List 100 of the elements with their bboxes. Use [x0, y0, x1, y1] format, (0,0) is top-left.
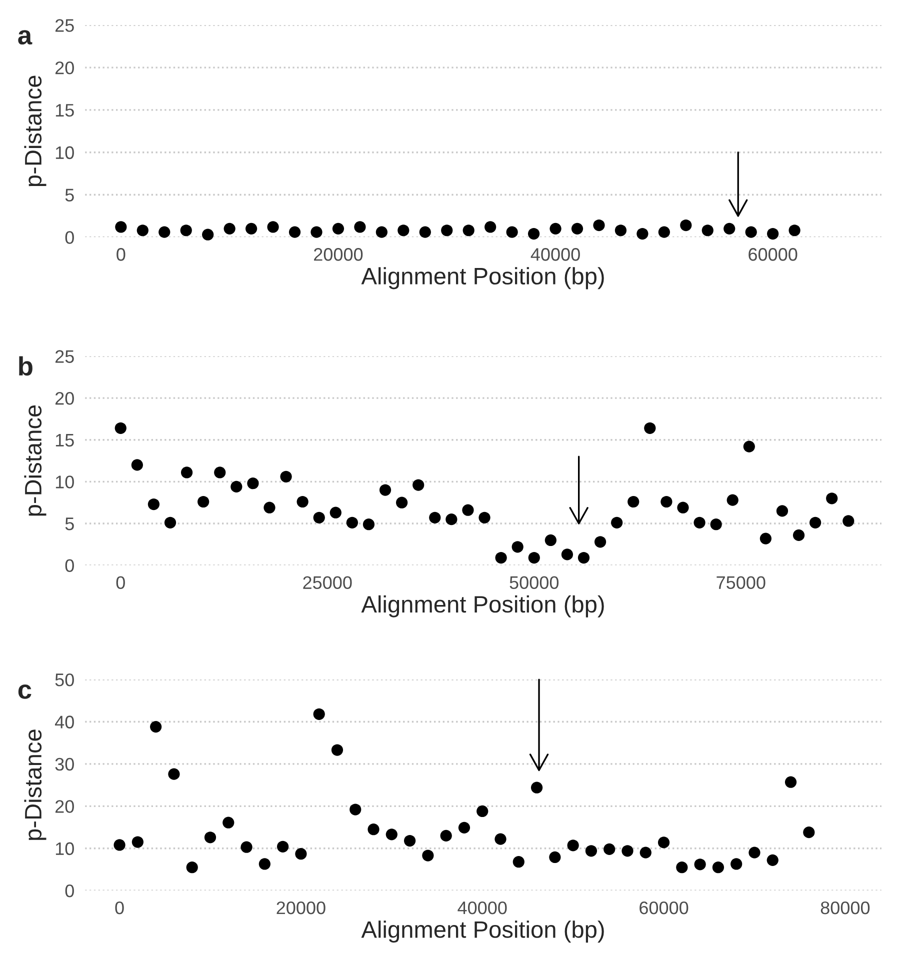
x-tick-label: 20000	[276, 901, 326, 914]
x-axis-title: Alignment Position (bp)	[361, 267, 604, 290]
point	[164, 516, 176, 528]
y-tick-label: 0	[65, 884, 74, 898]
y-tick-label: 25	[55, 19, 74, 32]
y-tick-label: 15	[56, 434, 74, 447]
y-tick-label: 40	[54, 716, 74, 728]
x-tick-label: 60000	[748, 248, 798, 261]
point	[644, 422, 656, 434]
point	[826, 492, 838, 504]
point	[478, 512, 490, 524]
y-tick-label: 25	[55, 350, 74, 363]
y-tick-label: 0	[65, 559, 74, 572]
point	[148, 498, 160, 510]
point	[247, 478, 259, 490]
point	[730, 858, 742, 870]
point	[295, 848, 307, 860]
point	[258, 858, 270, 870]
point	[115, 221, 127, 233]
point	[362, 518, 375, 530]
y-tick-label: 50	[55, 673, 74, 686]
point	[288, 226, 301, 238]
point	[379, 484, 392, 496]
y-tick-label: 20	[55, 392, 74, 405]
x-tick-label: 25000	[303, 576, 352, 589]
point	[412, 479, 424, 491]
point	[368, 824, 380, 836]
point	[676, 862, 688, 874]
point	[264, 502, 276, 514]
point	[376, 226, 388, 238]
point	[512, 541, 524, 553]
point	[495, 552, 507, 564]
y-tick-label: 30	[55, 758, 74, 771]
point	[313, 708, 325, 720]
point	[230, 480, 242, 493]
y-tick-label: 10	[56, 476, 74, 488]
point	[810, 516, 822, 528]
point	[658, 836, 670, 848]
chart-title: a	[18, 30, 32, 45]
point	[694, 858, 706, 870]
point	[549, 851, 561, 864]
point	[462, 504, 474, 516]
x-tick-label: 0	[116, 576, 125, 589]
y-tick-label: 10	[56, 842, 74, 856]
point	[530, 782, 543, 794]
point	[842, 515, 854, 527]
point	[571, 222, 584, 234]
point	[494, 833, 506, 845]
y-tick-label: 5	[65, 188, 74, 202]
point	[803, 826, 815, 838]
point	[743, 440, 755, 452]
chart-title: b	[19, 356, 32, 376]
point	[788, 224, 800, 236]
point	[724, 222, 736, 234]
point	[150, 720, 162, 733]
point	[585, 845, 598, 857]
point	[694, 516, 706, 528]
point	[604, 843, 616, 856]
point	[760, 532, 772, 544]
point	[398, 224, 410, 236]
point	[313, 512, 325, 524]
point	[636, 228, 648, 240]
point	[404, 834, 416, 847]
x-tick-label: 0	[115, 901, 124, 914]
y-tick-label: 10	[56, 146, 74, 160]
x-tick-label: 40000	[530, 248, 580, 261]
point	[640, 846, 652, 858]
y-tick-label: 20	[55, 800, 74, 813]
point	[350, 804, 362, 816]
point	[240, 841, 252, 853]
point	[136, 224, 148, 236]
point	[277, 840, 289, 852]
point	[280, 470, 292, 482]
point	[767, 228, 779, 240]
point	[506, 226, 518, 238]
y-axis-title: p-Distance	[24, 730, 46, 840]
point	[131, 459, 143, 471]
y-tick-label: 0	[65, 231, 74, 244]
point	[440, 830, 452, 842]
x-tick-label: 50000	[510, 576, 559, 589]
x-tick-label: 40000	[458, 901, 507, 914]
point	[792, 529, 805, 542]
x-tick-label: 0	[116, 248, 126, 261]
point	[204, 832, 216, 844]
point	[462, 224, 474, 236]
x-axis-title: Alignment Position (bp)	[361, 920, 604, 943]
point	[561, 548, 574, 560]
y-tick-label: 15	[56, 104, 74, 117]
point	[331, 744, 344, 756]
point	[458, 822, 470, 834]
point	[528, 228, 540, 240]
point	[567, 840, 579, 852]
point	[186, 862, 198, 874]
point	[202, 228, 214, 240]
point	[446, 514, 458, 526]
point	[745, 226, 757, 238]
point	[267, 221, 279, 233]
point	[658, 226, 670, 238]
y-tick-label: 20	[55, 62, 74, 74]
point	[429, 512, 441, 524]
